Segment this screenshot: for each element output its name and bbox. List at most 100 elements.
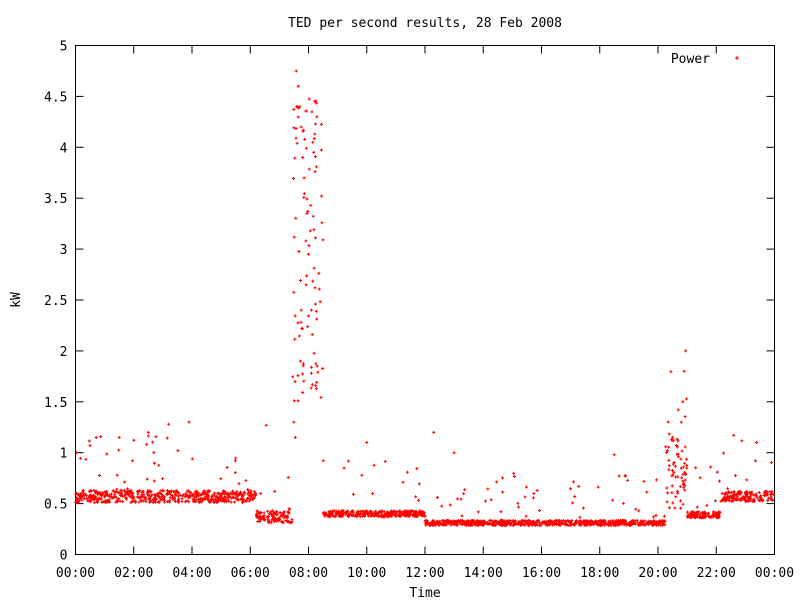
data-point	[302, 195, 306, 199]
data-point	[667, 506, 671, 510]
data-point	[519, 523, 523, 527]
data-point	[187, 420, 191, 424]
chart-title: TED per second results, 28 Feb 2008	[288, 16, 562, 31]
data-point	[419, 510, 423, 514]
data-point	[262, 516, 266, 520]
data-point	[281, 520, 285, 524]
data-point	[416, 514, 420, 518]
data-point	[722, 451, 726, 455]
data-point	[578, 522, 582, 526]
data-point	[374, 509, 378, 513]
data-point	[118, 491, 122, 495]
data-point	[494, 480, 498, 484]
data-point	[292, 420, 296, 424]
data-point	[511, 519, 515, 523]
data-point	[88, 494, 92, 498]
plot-area	[75, 45, 775, 555]
data-point	[311, 279, 315, 283]
data-point	[715, 470, 719, 474]
data-point	[314, 155, 318, 159]
data-point	[390, 512, 394, 516]
data-point	[483, 521, 487, 525]
data-point	[304, 239, 308, 243]
data-point	[679, 420, 683, 424]
data-point	[101, 491, 105, 495]
data-point	[578, 519, 582, 523]
data-point	[312, 351, 316, 355]
data-point	[470, 523, 474, 527]
data-point	[637, 509, 641, 513]
data-point	[213, 494, 217, 498]
data-point	[74, 451, 78, 455]
data-point	[429, 521, 433, 525]
data-point	[422, 511, 426, 515]
data-point	[307, 167, 311, 171]
data-point	[683, 415, 687, 419]
data-point	[594, 520, 598, 524]
data-point	[489, 498, 493, 502]
data-point	[683, 478, 687, 482]
data-point	[229, 500, 233, 504]
data-point	[304, 146, 308, 150]
data-point	[527, 519, 531, 523]
data-point	[235, 490, 239, 494]
data-point	[312, 228, 316, 232]
data-point	[769, 495, 773, 499]
data-point	[671, 462, 675, 466]
data-point	[474, 522, 478, 526]
data-point	[705, 503, 709, 507]
data-point	[539, 523, 543, 527]
data-point	[111, 495, 115, 499]
data-point	[189, 491, 193, 495]
data-point	[388, 511, 392, 515]
data-point	[123, 493, 127, 497]
data-point	[647, 522, 651, 526]
data-point	[524, 520, 528, 524]
data-point	[291, 176, 295, 180]
data-point	[148, 499, 152, 503]
data-point	[293, 435, 297, 439]
data-point	[652, 515, 656, 519]
y-tick-label: 3	[60, 243, 68, 258]
data-point	[234, 456, 238, 460]
y-axis: 0 0.5 1 1.5 2 2.5 3 3.5 4 4.5 5	[44, 40, 775, 564]
data-point	[745, 478, 749, 482]
data-point	[87, 439, 91, 443]
data-point	[224, 498, 228, 502]
data-point	[131, 495, 135, 499]
data-point	[673, 506, 677, 510]
data-point	[662, 514, 666, 518]
data-point	[252, 490, 256, 494]
data-point	[334, 511, 338, 515]
data-point	[373, 513, 377, 517]
data-point	[344, 513, 348, 517]
data-point	[165, 489, 169, 493]
data-point	[299, 320, 303, 324]
data-point	[240, 492, 244, 496]
data-point	[521, 519, 525, 523]
data-point	[535, 489, 539, 493]
data-point	[424, 522, 428, 526]
data-point	[467, 523, 471, 527]
data-point	[298, 105, 302, 109]
data-point	[183, 495, 187, 499]
data-point	[272, 511, 276, 515]
data-point	[739, 491, 743, 495]
data-point	[683, 483, 687, 487]
data-point	[510, 521, 514, 525]
data-point	[772, 492, 776, 496]
data-point	[315, 364, 319, 368]
data-point	[538, 509, 542, 513]
data-point	[119, 488, 123, 492]
data-point	[296, 321, 300, 325]
data-point	[153, 496, 157, 500]
data-point	[292, 126, 296, 130]
data-point	[105, 452, 109, 456]
data-point	[323, 512, 327, 516]
data-point	[683, 470, 687, 474]
data-point	[713, 499, 717, 503]
data-point	[199, 500, 203, 504]
x-tick-label: 06:00	[231, 566, 270, 581]
data-point	[217, 499, 221, 503]
data-point	[273, 489, 277, 493]
